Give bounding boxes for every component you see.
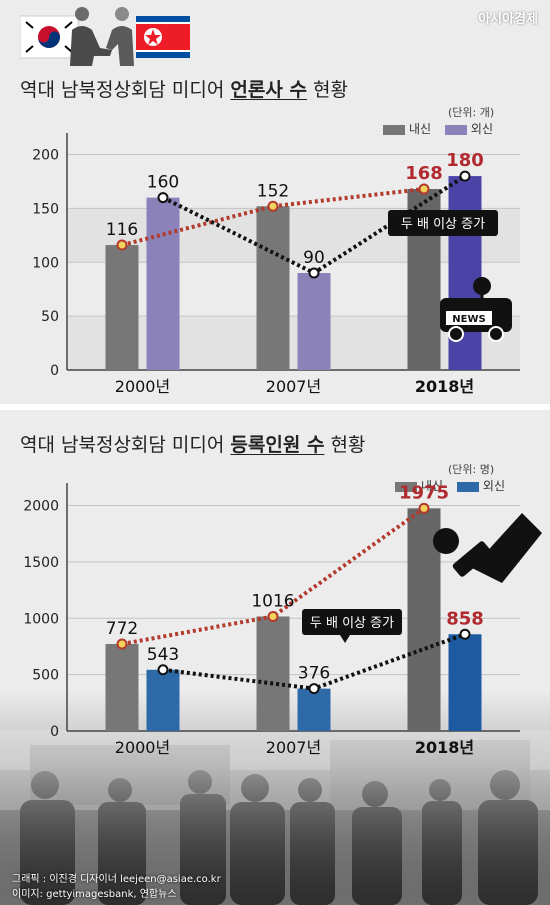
chart1-point-foreign [459,170,471,182]
chart1-legend-label-foreign: 외신 [470,122,494,136]
chart1-y-tick-label: 0 [50,363,59,379]
brand-logo: 아시아경제 [478,12,538,27]
chart2-svg: 0 500 1000 1500 2000 2000년 2007년 2018년 772 1016 19… [23,483,542,757]
chart2-y-tick-label: 1000 [23,611,59,627]
chart2-point-domestic [418,502,430,514]
chart1-y-tick-label: 50 [41,309,59,325]
news-van-dish [473,277,491,295]
chart2-point-domestic [116,638,128,650]
chart2-bar-foreign [448,634,482,731]
chart1-data-label-domestic: 152 [257,181,289,201]
section-divider [0,404,550,410]
chart1-data-label-foreign: 90 [303,248,325,268]
chart1-annotation-text: 두 배 이상 증가 [401,217,485,232]
chart2-title-prefix: 역대 남북정상회담 미디어 [20,434,231,456]
news-van-label-plate [446,311,492,325]
chart2-legend-swatch-foreign [456,481,479,492]
chart2-y-tick-label: 0 [50,724,59,740]
chart2-y-tick-label: 2000 [23,499,59,515]
chart1-x-tick-label: 2000년 [115,377,170,396]
chart2-annotation-pointer [340,635,350,643]
summit-handshake-icon [20,7,190,66]
news-van-text: NEWS [452,314,485,325]
chart1-legend: 내신 외신 [383,120,503,137]
chart1-legend-label-domestic: 내신 [409,122,432,136]
chart1-y-tick-label: 100 [32,255,59,271]
chart1-svg: 0 50 100 150 200 2000년 2007년 2018년 116 152 168 160 9… [32,133,520,396]
chart2-point-foreign [308,683,320,695]
chart1-legend-swatch-foreign [444,124,467,135]
chart1-point-foreign [308,267,320,279]
chart1-legend-swatch-domestic [383,124,405,135]
chart1-unit: (단위: 개) [448,106,495,119]
news-van-icon: NEWS [440,277,512,342]
chart2-legend-label-domestic: 내신 [421,479,444,493]
chart2-legend-label-foreign: 외신 [482,479,506,493]
microphone-handle [452,541,492,577]
microphone-hand [472,513,542,583]
chart1-y-tick-label: 200 [32,148,59,164]
chart2-trend-line-domestic [121,506,426,646]
chart1-point-domestic [267,200,279,212]
chart1-annotation: 두 배 이상 증가 [388,210,498,236]
chart2-y-tick-label: 500 [32,668,59,684]
news-van-wheel [448,326,464,342]
chart1-point-domestic [116,239,128,251]
chart1-x-tick-label: 2018년 [415,377,474,396]
chart1-bar-domestic [256,206,290,370]
chart1-data-label-foreign: 180 [446,150,484,171]
chart1-y-tick-label: 150 [32,201,59,217]
chart2-bar-foreign [146,669,180,731]
chart2-annotation-box [302,609,402,635]
microphone-head [433,528,459,554]
chart1-title-prefix: 역대 남북정상회담 미디어 [20,79,231,101]
news-van-wheel [488,326,504,342]
chart1-annotation-box [388,210,498,236]
chart1-bar-foreign [146,197,180,370]
chart2-title-emphasis: 등록인원 수 [230,434,325,456]
chart2-x-tick-label: 2018년 [415,738,474,757]
chart2-data-label-domestic: 1016 [251,591,294,611]
chart2-bar-domestic [105,643,139,731]
chart2-bar-foreign [297,688,331,731]
chart2-point-foreign [459,628,471,640]
chart2-data-label-foreign: 858 [446,608,484,629]
chart2-data-label-foreign: 543 [147,645,179,665]
chart2-annotation: 두 배 이상 증가 [302,609,402,643]
chart2-annotation-text: 두 배 이상 증가 [310,616,394,631]
chart1-data-label-domestic: 116 [106,220,138,240]
chart2-point-domestic [267,610,279,622]
chart2-y-tick-label: 1500 [23,555,59,571]
chart2-point-foreign [157,664,169,676]
chart1-title-emphasis: 언론사 수 [230,79,307,101]
chart1-data-label-domestic: 168 [405,163,443,184]
chart2-data-label-domestic: 772 [106,619,138,639]
chart2-unit: (단위: 명) [448,463,495,476]
chart2-data-label-domestic: 1975 [399,483,449,503]
chart2-x-tick-label: 2000년 [115,738,170,757]
chart2-bar-domestic [256,616,290,731]
chart2-x-tick-label: 2007년 [266,738,321,757]
chart1-title: 역대 남북정상회담 미디어 언론사 수 현황 [20,75,348,102]
chart1-point-domestic [418,183,430,195]
chart1-title-suffix: 현황 [306,79,348,101]
chart2-data-label-foreign: 376 [298,664,330,684]
chart1-bar-foreign [297,273,331,370]
microphone-icon [433,513,542,583]
chart1-x-tick-label: 2007년 [266,377,321,396]
credit-graphic: 그래픽 : 이진경 디자이너 leejeen@asiae.co.kr [12,874,221,885]
credit-image: 이미지: gettyimagesbank, 연합뉴스 [12,889,177,900]
chart2-title-suffix: 현황 [324,434,366,456]
chart2-legend: 내신 외신 [395,477,515,494]
chart2-title: 역대 남북정상회담 미디어 등록인원 수 현황 [20,430,365,457]
header: 아시아경제 [0,0,550,66]
chart2-legend-swatch-domestic [395,481,417,492]
chart1-point-foreign [157,192,169,204]
chart1-data-label-foreign: 160 [147,173,179,193]
chart1-bar-domestic [105,245,139,370]
